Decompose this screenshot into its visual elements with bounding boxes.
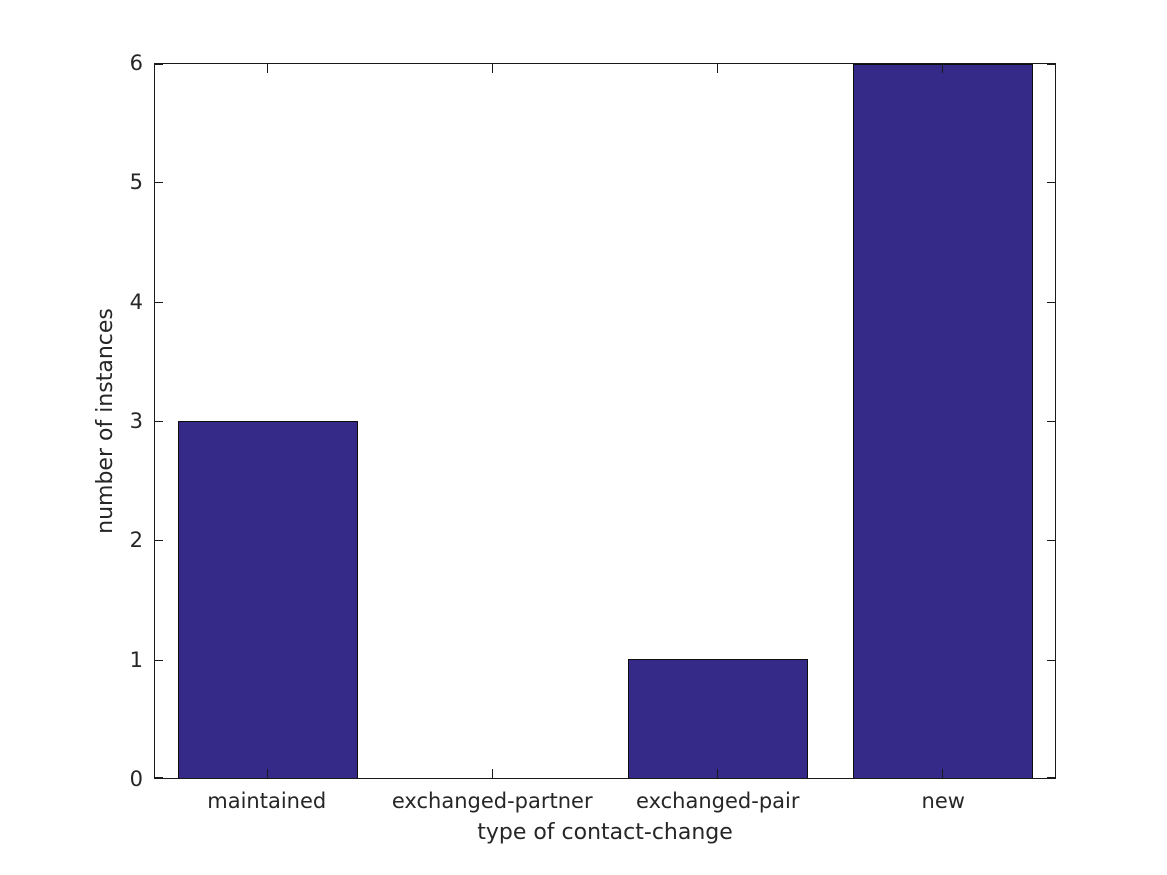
x-tick-label-new: new (921, 789, 965, 813)
y-tick-left (155, 540, 163, 542)
y-tick-right (1047, 301, 1055, 303)
x-tick-top (716, 64, 718, 73)
x-tick-bottom (266, 769, 268, 778)
y-tick-right (1047, 540, 1055, 542)
y-tick-left (155, 421, 163, 422)
y-tick-label-4: 4 (129, 289, 143, 314)
y-tick-label-2: 2 (129, 528, 143, 553)
y-tick-label-6: 6 (129, 51, 143, 75)
y-tick-label-3: 3 (129, 409, 143, 433)
y-tick-right (1047, 421, 1055, 422)
x-tick-bottom (716, 769, 718, 778)
y-tick-right (1047, 64, 1055, 65)
y-tick-right (1047, 659, 1055, 661)
y-tick-right (1047, 182, 1055, 184)
y-tick-label-5: 5 (129, 170, 143, 195)
x-axis-label: type of contact-change (477, 820, 733, 845)
y-tick-left (155, 777, 163, 778)
x-tick-label-maintained: maintained (207, 789, 327, 813)
y-tick-label-1: 1 (129, 647, 143, 672)
x-tick-bottom (941, 769, 943, 778)
y-tick-left (155, 64, 163, 65)
y-tick-left (155, 182, 163, 184)
bar-exchanged-pair (627, 659, 808, 778)
y-tick-label-0: 0 (129, 767, 143, 791)
y-tick-left (155, 301, 163, 303)
x-tick-top (266, 64, 268, 73)
bar-maintained (177, 421, 358, 778)
y-tick-left (155, 659, 163, 661)
x-tick-label-exchanged-partner: exchanged-partner (391, 789, 593, 813)
x-tick-top (941, 64, 943, 73)
x-tick-label-exchanged-pair: exchanged-pair (636, 789, 800, 813)
x-tick-bottom (491, 769, 493, 778)
plot-area (154, 63, 1056, 779)
y-tick-right (1047, 777, 1055, 778)
bar-new (852, 64, 1033, 778)
x-tick-top (491, 64, 493, 73)
